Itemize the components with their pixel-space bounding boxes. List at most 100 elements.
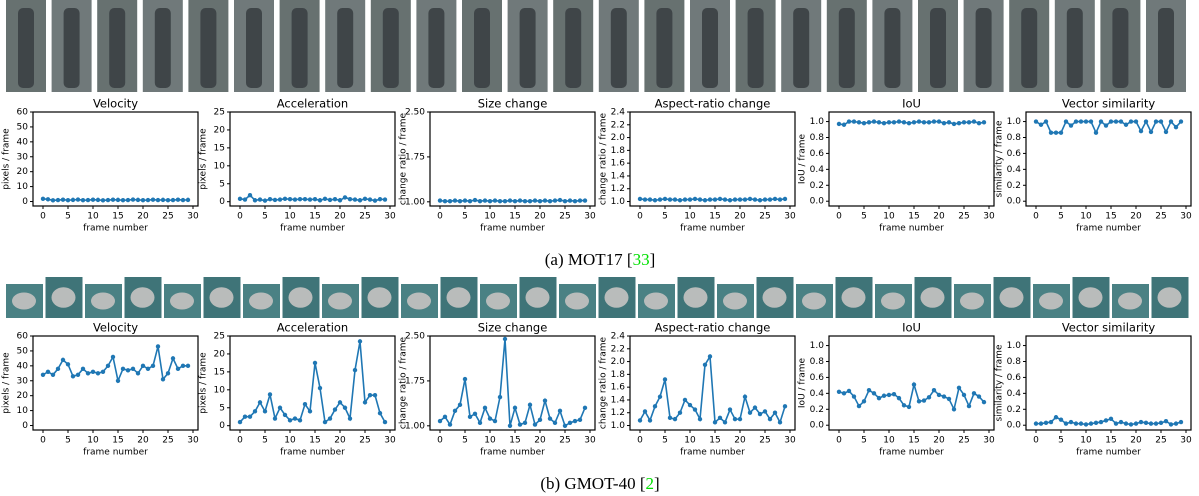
y-tick-label: 0.0	[810, 197, 825, 207]
x-tick-label: 30	[1180, 436, 1192, 446]
citation[interactable]: 2	[645, 474, 654, 493]
chart: Acceleration frame number pixels / frame 0 5…	[199, 321, 396, 458]
data-point	[841, 391, 847, 396]
data-point	[95, 197, 101, 203]
x-tick-label: 20	[933, 436, 945, 446]
data-point	[507, 198, 513, 203]
data-point	[772, 196, 778, 202]
data-point	[1133, 119, 1139, 124]
data-point	[1148, 129, 1154, 135]
data-point	[1048, 130, 1054, 135]
data-point	[362, 400, 368, 405]
plot-frame	[32, 111, 199, 207]
x-axis-label: frame number	[680, 448, 745, 458]
data-point	[702, 198, 708, 203]
data-point	[1063, 421, 1069, 426]
data-point	[851, 394, 857, 399]
data-point	[457, 402, 463, 408]
plot-frame	[1025, 111, 1192, 207]
y-tick-label: 0	[219, 421, 225, 431]
person-shape	[975, 8, 992, 88]
y-tick-label: 2.50	[405, 332, 425, 342]
data-point	[727, 407, 733, 412]
bird-shape	[328, 292, 352, 310]
data-point	[841, 122, 847, 127]
data-point	[717, 415, 723, 421]
data-point	[160, 377, 166, 382]
data-point	[1123, 122, 1129, 127]
data-point	[702, 362, 708, 367]
y-tick-label: 10	[17, 406, 29, 416]
chart: Velocity frame number pixels / frame 0 5 10 15…	[2, 321, 199, 458]
y-axis-label: similarity / frame	[995, 120, 1005, 197]
data-point	[537, 417, 543, 423]
person-shape	[838, 8, 855, 88]
y-tick-label: 1.00	[405, 197, 425, 207]
y-tick-label: 20	[214, 349, 226, 359]
data-point	[292, 416, 298, 421]
x-tick-label: 30	[584, 212, 596, 222]
data-point	[40, 372, 46, 377]
data-point	[327, 416, 333, 421]
y-tick-label: 1.0	[1007, 117, 1022, 127]
chart: Size change frame number change ratio / fr…	[399, 97, 596, 234]
y-axis-label: change ratio / frame	[399, 112, 409, 205]
x-tick-label: 5	[1058, 212, 1064, 222]
data-point	[1058, 130, 1064, 135]
person-shape	[382, 8, 399, 88]
data-point	[1143, 119, 1149, 124]
data-point	[1163, 129, 1169, 135]
data-point	[697, 416, 703, 422]
y-axis-label: pixels / frame	[2, 352, 12, 414]
data-point	[871, 391, 877, 396]
x-tick-label: 25	[162, 212, 173, 222]
x-axis-label: frame number	[83, 224, 148, 234]
y-axis-label: pixels / frame	[199, 128, 209, 190]
person-shape	[702, 8, 718, 88]
data-point	[717, 196, 723, 202]
citation[interactable]: 33	[633, 250, 650, 269]
data-point	[1143, 420, 1149, 426]
chart-title: Size change	[478, 97, 548, 111]
y-tick-label: 0.6	[1007, 149, 1022, 159]
data-point	[262, 198, 268, 203]
data-point	[512, 199, 518, 204]
data-point	[327, 197, 333, 203]
data-point	[1083, 119, 1089, 124]
x-tick-label: 5	[462, 212, 468, 222]
x-tick-label: 30	[384, 436, 396, 446]
data-point	[1098, 119, 1104, 124]
bird-shape	[960, 292, 984, 310]
chart-title: Vector similarity	[1062, 321, 1156, 335]
data-point	[976, 120, 982, 126]
data-point	[322, 419, 328, 425]
bird-shape	[762, 287, 787, 308]
data-point	[891, 391, 897, 397]
bird-shape	[1157, 287, 1182, 308]
data-point	[782, 196, 788, 202]
x-tick-label: 15	[509, 436, 520, 446]
data-point	[110, 354, 116, 360]
data-point	[282, 412, 288, 418]
bird-shape	[920, 287, 945, 308]
person-shape	[930, 8, 946, 88]
data-point	[1168, 119, 1174, 124]
x-tick-label: 10	[284, 436, 296, 446]
data-point	[442, 199, 448, 204]
data-point	[1158, 420, 1164, 426]
data-point	[647, 418, 653, 423]
chart-title: Aspect-ratio change	[655, 97, 771, 111]
y-tick-label: 1.75	[405, 152, 425, 162]
data-point	[100, 369, 106, 375]
bird-shape	[288, 287, 313, 308]
chart-title: IoU	[902, 97, 921, 111]
x-tick-label: 5	[1058, 436, 1064, 446]
data-point	[1083, 422, 1089, 427]
person-shape	[793, 8, 810, 88]
x-tick-label: 20	[534, 212, 546, 222]
data-point	[1173, 124, 1179, 130]
data-point	[677, 410, 683, 415]
x-tick-label: 20	[137, 212, 149, 222]
bird-shape	[91, 292, 115, 310]
data-point	[931, 119, 937, 124]
